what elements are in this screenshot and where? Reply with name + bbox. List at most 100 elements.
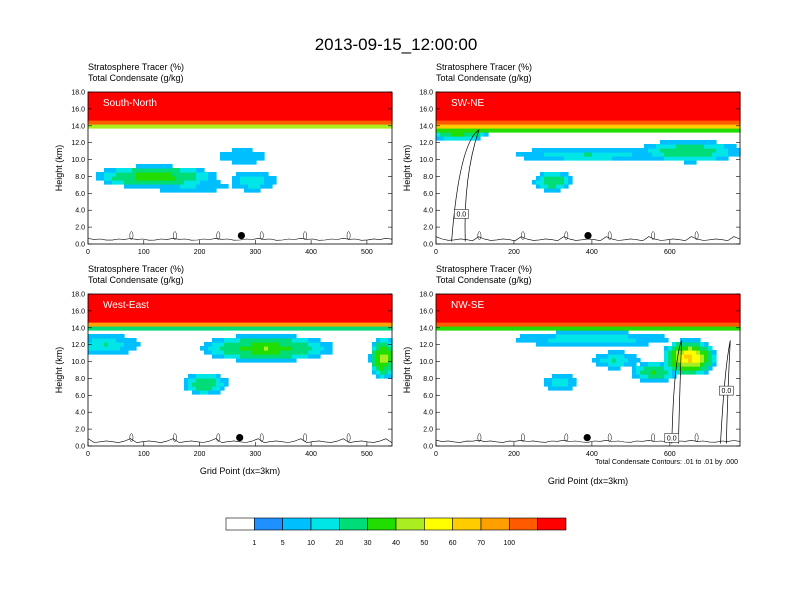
heatmap-cell [248, 108, 253, 113]
heatmap-cell [116, 342, 121, 347]
heatmap-cell [648, 370, 653, 375]
heatmap-cell [560, 172, 565, 177]
heatmap-cell [120, 172, 125, 177]
heatmap-cell [364, 314, 369, 319]
heatmap-cell [116, 100, 121, 105]
heatmap-cell [472, 108, 477, 113]
heatmap-cell [136, 306, 141, 311]
heatmap-cell [668, 326, 673, 331]
heatmap-cell [672, 100, 677, 105]
heatmap-cell [96, 176, 101, 181]
heatmap-cell [568, 330, 573, 335]
heatmap-cell [320, 108, 325, 113]
heatmap-cell [524, 92, 529, 97]
heatmap-cell [292, 294, 297, 299]
heatmap-cell [164, 180, 169, 185]
heatmap-cell [544, 176, 549, 181]
heatmap-cell [668, 350, 673, 355]
panel-west-east: Stratosphere Tracer (%)Total Condensate … [54, 264, 393, 476]
heatmap-cell [284, 112, 289, 117]
heatmap-cell [320, 322, 325, 327]
heatmap-cell [464, 294, 469, 299]
y-axis-label: Height (km) [402, 347, 412, 394]
heatmap-cell [324, 112, 329, 117]
heatmap-cell [628, 354, 633, 359]
heatmap-cell [124, 172, 129, 177]
heatmap-cell [196, 124, 201, 129]
heatmap-cell [700, 310, 705, 315]
heatmap-cell [664, 140, 669, 145]
heatmap-cell [616, 310, 621, 315]
heatmap-cell [556, 100, 561, 105]
heatmap-cell [272, 116, 277, 121]
heatmap-cell [344, 104, 349, 109]
heatmap-cell [660, 366, 665, 371]
heatmap-cell [540, 120, 545, 125]
heatmap-cell [704, 92, 709, 97]
heatmap-cell [180, 96, 185, 101]
heatmap-cell [676, 152, 681, 157]
heatmap-cell [460, 302, 465, 307]
heatmap-cell [688, 346, 693, 351]
heatmap-cell [468, 124, 473, 129]
heatmap-cell [692, 104, 697, 109]
heatmap-cell [636, 342, 641, 347]
heatmap-cell [544, 188, 549, 193]
heatmap-cell [312, 354, 317, 359]
heatmap-cell [444, 100, 449, 105]
heatmap-cell [108, 306, 113, 311]
heatmap-cell [284, 310, 289, 315]
heatmap-cell [368, 306, 373, 311]
heatmap-cell [504, 302, 509, 307]
heatmap-cell [612, 326, 617, 331]
heatmap-cell [512, 100, 517, 105]
heatmap-cell [316, 354, 321, 359]
heatmap-cell [544, 100, 549, 105]
heatmap-cell [312, 100, 317, 105]
heatmap-cell [612, 342, 617, 347]
heatmap-cell [292, 314, 297, 319]
heatmap-cell [704, 120, 709, 125]
heatmap-cell [664, 100, 669, 105]
heatmap-cell [284, 104, 289, 109]
heatmap-cell [496, 298, 501, 303]
heatmap-cell [664, 370, 669, 375]
heatmap-cell [700, 96, 705, 101]
heatmap-cell [552, 124, 557, 129]
heatmap-cell [340, 302, 345, 307]
heatmap-cell [124, 124, 129, 129]
heatmap-cell [568, 302, 573, 307]
heatmap-cell [520, 322, 525, 327]
heatmap-cell [716, 302, 721, 307]
heatmap-cell [372, 342, 377, 347]
heatmap-cell [100, 96, 105, 101]
heatmap-cell [640, 310, 645, 315]
heatmap-cell [440, 302, 445, 307]
heatmap-cell [108, 100, 113, 105]
heatmap-cell [708, 302, 713, 307]
heatmap-cell [664, 306, 669, 311]
heatmap-cell [600, 334, 605, 339]
y-axis-label: Height (km) [54, 347, 64, 394]
heatmap-cell [728, 144, 733, 149]
heatmap-cell [516, 326, 521, 331]
heatmap-cell [340, 318, 345, 323]
heatmap-cell [260, 294, 265, 299]
heatmap-cell [516, 124, 521, 129]
heatmap-cell [572, 112, 577, 117]
heatmap-cell [580, 96, 585, 101]
heatmap-cell [668, 346, 673, 351]
heatmap-cell [332, 104, 337, 109]
heatmap-cell [620, 302, 625, 307]
heatmap-cell [120, 168, 125, 173]
heatmap-cell [296, 318, 301, 323]
heatmap-cell [476, 112, 481, 117]
heatmap-cell [240, 152, 245, 157]
heatmap-cell [256, 342, 261, 347]
heatmap-cell [688, 104, 693, 109]
heatmap-cell [364, 104, 369, 109]
heatmap-cell [252, 104, 257, 109]
heatmap-cell [612, 128, 617, 133]
heatmap-cell [276, 314, 281, 319]
heatmap-cell [620, 128, 625, 133]
